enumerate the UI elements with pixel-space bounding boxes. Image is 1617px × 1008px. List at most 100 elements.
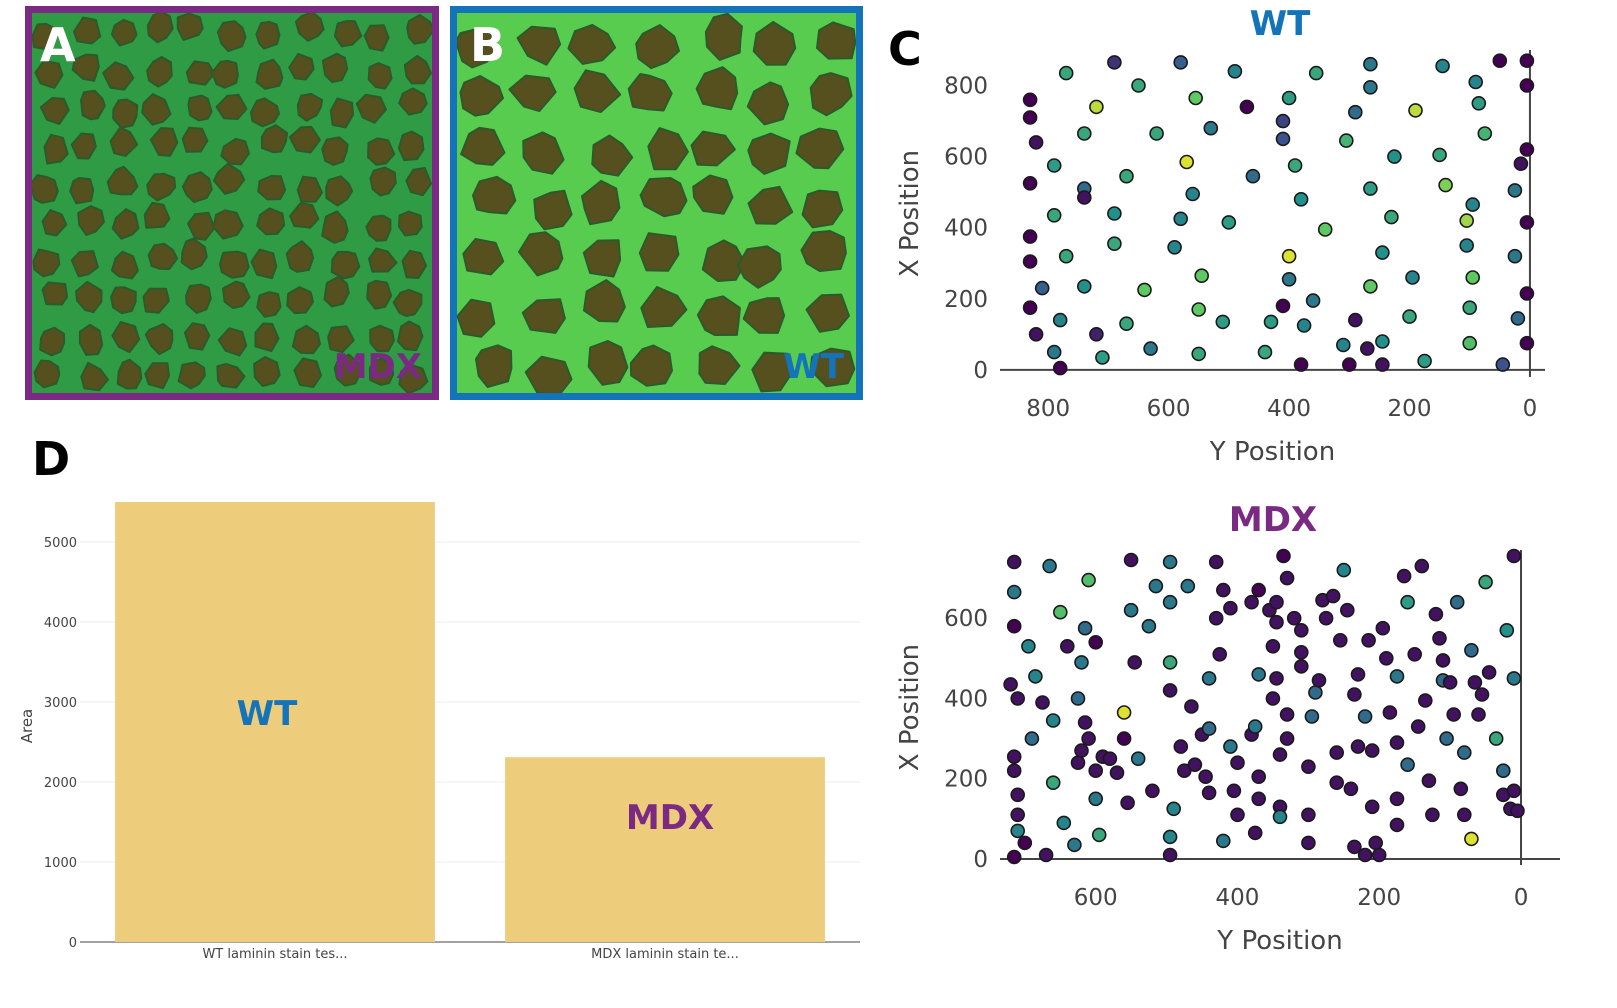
scatter-point [1301, 835, 1316, 851]
scatter-point [1006, 849, 1022, 865]
scatter-point [1251, 769, 1267, 784]
scatter-point [1006, 584, 1022, 600]
scatter-point [1317, 222, 1333, 237]
scatter-point [1221, 215, 1237, 230]
scatter-point [1405, 270, 1420, 285]
scatter-point [1308, 685, 1323, 700]
panel-letter-d: D [32, 432, 71, 486]
scatter-point [1495, 763, 1511, 778]
scatter-point [1400, 594, 1415, 610]
scatter-point [1021, 639, 1036, 654]
scatter-point [1251, 791, 1267, 807]
scatter-point [1464, 643, 1479, 658]
scatter-point [1382, 705, 1398, 720]
scatter-point [1350, 739, 1366, 754]
scatter-point [1223, 600, 1238, 616]
mdx-scatter-chart: 600 400 200 0 0 200 400 600 Y Position X Position [890, 540, 1590, 980]
scatter-point [1052, 312, 1068, 328]
scatter-point [1387, 149, 1402, 164]
scatter-point [1428, 606, 1444, 622]
scatter-point [1465, 270, 1481, 285]
x-tick-label: 200 [1357, 885, 1401, 911]
scatter-point [1265, 639, 1281, 654]
scatter-point [1468, 74, 1484, 90]
scatter-point [1230, 755, 1245, 770]
scatter-point [1070, 755, 1086, 770]
scatter-point [1269, 671, 1284, 686]
scatter-point [1180, 578, 1196, 594]
scatter-point [1091, 827, 1107, 843]
scatter-point [1332, 633, 1348, 648]
y-tick-label: 400 [944, 686, 988, 712]
wt-scatter-title: WT [1249, 4, 1311, 44]
x-tick-label: 0 [1514, 885, 1529, 911]
scatter-point [1339, 602, 1355, 618]
wt-image-tag: WT [783, 347, 844, 387]
scatter-point [1257, 344, 1273, 360]
x-tick-label: 400 [1267, 396, 1311, 422]
scatter-point [1022, 254, 1038, 269]
scatter-point [1417, 353, 1432, 369]
scatter-point [1506, 548, 1522, 564]
scatter-point [1519, 335, 1535, 351]
scatter-point [1329, 775, 1345, 790]
scatter-point [1325, 588, 1341, 604]
x-tick-label: 600 [1074, 885, 1118, 911]
scatter-point [1281, 272, 1297, 287]
scatter-point [1438, 177, 1453, 193]
scatter-point [1506, 783, 1522, 799]
scatter-point [1022, 300, 1038, 316]
scatter-point [1187, 757, 1203, 772]
bar-annotation: WT [237, 694, 299, 734]
scatter-point [1089, 99, 1104, 115]
scatter-point [1184, 699, 1199, 714]
scatter-point [1265, 691, 1281, 706]
scatter-point [1162, 683, 1178, 698]
scatter-point [1446, 707, 1462, 722]
scatter-point [1350, 667, 1366, 682]
scatter-point [1276, 548, 1291, 564]
scatter-point [1318, 610, 1334, 626]
scatter-point [1109, 765, 1125, 780]
y-tick-label: 200 [944, 287, 988, 313]
scatter-point [1293, 623, 1309, 638]
scatter-point [1389, 735, 1405, 750]
y-tick-label: 3000 [44, 696, 77, 711]
scatter-point [1010, 807, 1025, 823]
scatter-point [1363, 279, 1378, 294]
scatter-point [1034, 280, 1050, 296]
category-label: WT laminin stain tes... [202, 947, 347, 962]
scatter-point [1185, 186, 1201, 202]
scatter-point [1363, 181, 1378, 196]
scatter-point [1227, 63, 1243, 79]
panel-letter-c: C [888, 22, 922, 76]
scatter-point [1375, 245, 1390, 260]
scatter-point [1464, 831, 1479, 847]
scatter-point [1006, 618, 1022, 634]
x-tick-label: 0 [1523, 396, 1538, 422]
scatter-point [1439, 731, 1454, 746]
scatter-point [1003, 677, 1018, 692]
mdx-image-tag: MDX [333, 347, 422, 387]
scatter-point [1060, 639, 1075, 654]
scatter-point [1378, 651, 1394, 666]
scatter-point [1449, 594, 1465, 610]
scatter-point [1459, 213, 1475, 228]
scatter-point [1389, 791, 1405, 807]
scatter-point [1215, 582, 1231, 598]
scatter-point [1329, 745, 1345, 760]
scatter-point [1251, 667, 1267, 682]
scatter-point [1301, 759, 1316, 774]
scatter-point [1305, 293, 1321, 308]
scatter-point [1462, 300, 1478, 316]
scatter-point [1375, 620, 1391, 636]
scatter-point [1462, 335, 1478, 351]
scatter-point [1053, 604, 1068, 620]
category-label: MDX laminin stain te... [591, 947, 739, 962]
scatter-point [1311, 673, 1327, 688]
scatter-point [1056, 815, 1072, 831]
scatter-point [1077, 126, 1092, 141]
wt-micrograph-panel: WT [450, 6, 863, 400]
scatter-point [1188, 90, 1204, 106]
scatter-point [1432, 147, 1447, 163]
